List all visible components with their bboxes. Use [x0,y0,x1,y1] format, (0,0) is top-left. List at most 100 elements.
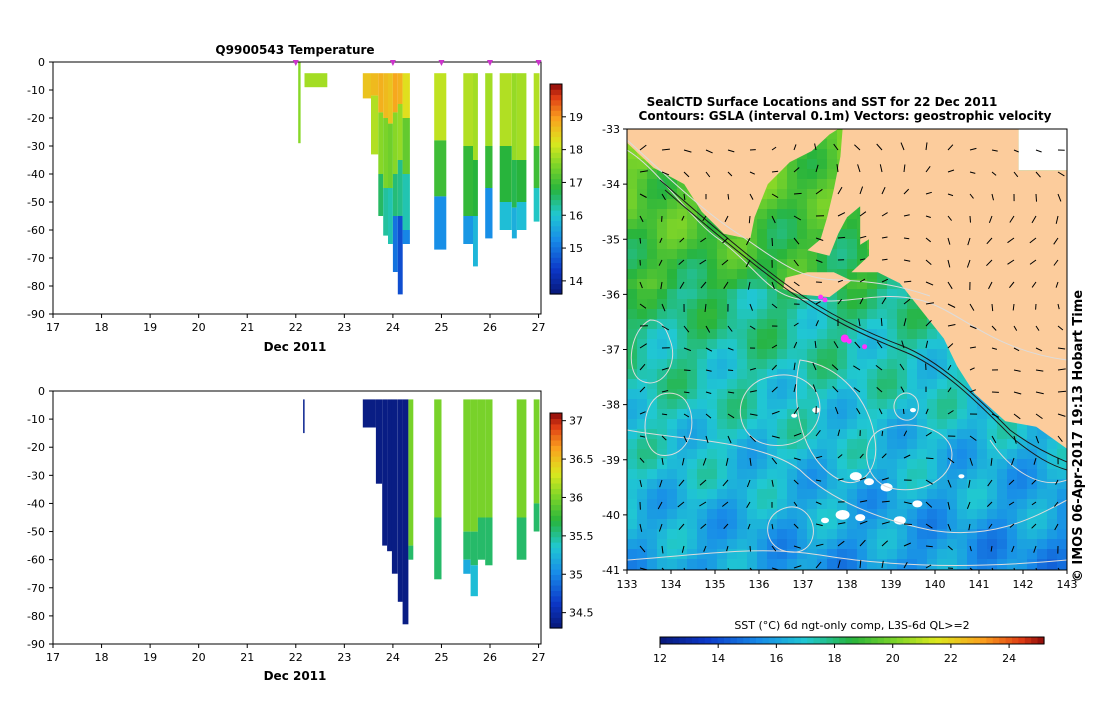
sst-cell [817,529,828,540]
sst-cell [697,509,708,520]
sst-cell [957,499,968,510]
colorbar-swatch-3 [550,273,562,279]
sst-cell [867,389,878,400]
sst-cell [887,369,898,380]
colorbar-swatch-3 [550,607,562,613]
sst-colorbar-swatch-53 [999,637,1006,644]
sst-cell [777,349,788,360]
sst-cell [747,299,758,310]
sst-cell [687,319,698,330]
y-tick-label--80: -80 [27,280,45,293]
sst-cell [717,369,728,380]
sst-cell [697,369,708,380]
sst-cell [687,259,698,270]
sst-cell [977,519,988,530]
sst-cell [727,449,738,460]
colorbar-swatch-29 [550,137,562,143]
colorbar-swatch-6 [550,257,562,263]
sst-cell [777,519,788,530]
profile-9-segment-0 [434,399,441,517]
sst-cell [727,519,738,530]
sst-cell [967,519,978,530]
sst-cell [687,399,698,410]
cloud-patch-1 [864,478,874,485]
profile-13-segment-1 [485,146,492,188]
sst-cell [857,529,868,540]
sst-cell [877,549,888,560]
sst-cell [847,369,858,380]
sst-cell [717,349,728,360]
sst-cell [737,269,748,280]
sst-cell [767,229,778,240]
sst-cell [627,189,638,200]
sst-cell [627,389,638,400]
profile-7-segment-3 [393,216,398,272]
profile-marker-25 [438,60,444,66]
map-y-tick-label--34: -34 [602,178,620,191]
sst-cell [987,509,998,520]
sst-colorbar-swatch-9 [718,637,725,644]
x-tick-label-24: 24 [386,321,400,334]
sst-cell [717,269,728,280]
sst-cell [697,399,708,410]
sst-cell [867,309,878,320]
sst-cell [717,509,728,520]
sst-cell [867,569,878,580]
sst-cell [737,389,748,400]
sst-cell [817,569,828,580]
sst-cell [737,299,748,310]
sst-cell [1007,529,1018,540]
sst-cell [1017,459,1028,470]
sst-cell [797,559,808,570]
velocity-vector [684,370,691,371]
sst-cell [627,439,638,450]
sst-cell [687,279,698,290]
sst-cell [717,419,728,430]
sst-cell [807,259,818,270]
colorbar-swatch-16 [550,205,562,211]
sst-cell [717,279,728,290]
colorbar-swatch-16 [550,537,562,543]
sst-cell [1037,539,1048,550]
sst-cell [757,399,768,410]
sst-cell [687,379,698,390]
sst-cell [927,399,938,410]
velocity-vector [772,171,778,172]
sst-cell [707,519,718,530]
sst-cell [927,339,938,350]
sst-cell [817,339,828,350]
sst-cell [727,289,738,300]
sst-cell [947,529,958,540]
sst-cell [887,329,898,340]
colorbar-swatch-2 [550,612,562,618]
colorbar-swatch-31 [550,456,562,462]
sst-cell [907,429,918,440]
sst-cell [697,219,708,230]
sst-cell [897,399,908,410]
sst-cell [917,439,928,450]
sst-colorbar-swatch-3 [679,637,686,644]
sst-cell [937,489,948,500]
sst-cell [637,569,648,580]
sst-cell [917,429,928,440]
colorbar-tick-label-36: 36 [569,491,583,504]
sst-cell [677,509,688,520]
sst-cell [687,309,698,320]
sst-cell [747,539,758,550]
sst-cell [787,429,798,440]
sst-cell [717,529,728,540]
velocity-vector [926,458,934,459]
sst-cell [667,319,678,330]
sst-cell [747,419,758,430]
sst-cell [787,489,798,500]
sst-cell [627,469,638,480]
sst-cell [657,229,668,240]
x-tick-label-17: 17 [46,321,60,334]
y-tick-label--90: -90 [27,308,45,321]
sst-cell [777,369,788,380]
sst-cell [797,329,808,340]
sst-colorbar-swatch-13 [743,637,750,644]
sst-cell [807,459,818,470]
imos-timestamp: © IMOS 06-Apr-2017 19:13 Hobart Time [1071,290,1086,582]
